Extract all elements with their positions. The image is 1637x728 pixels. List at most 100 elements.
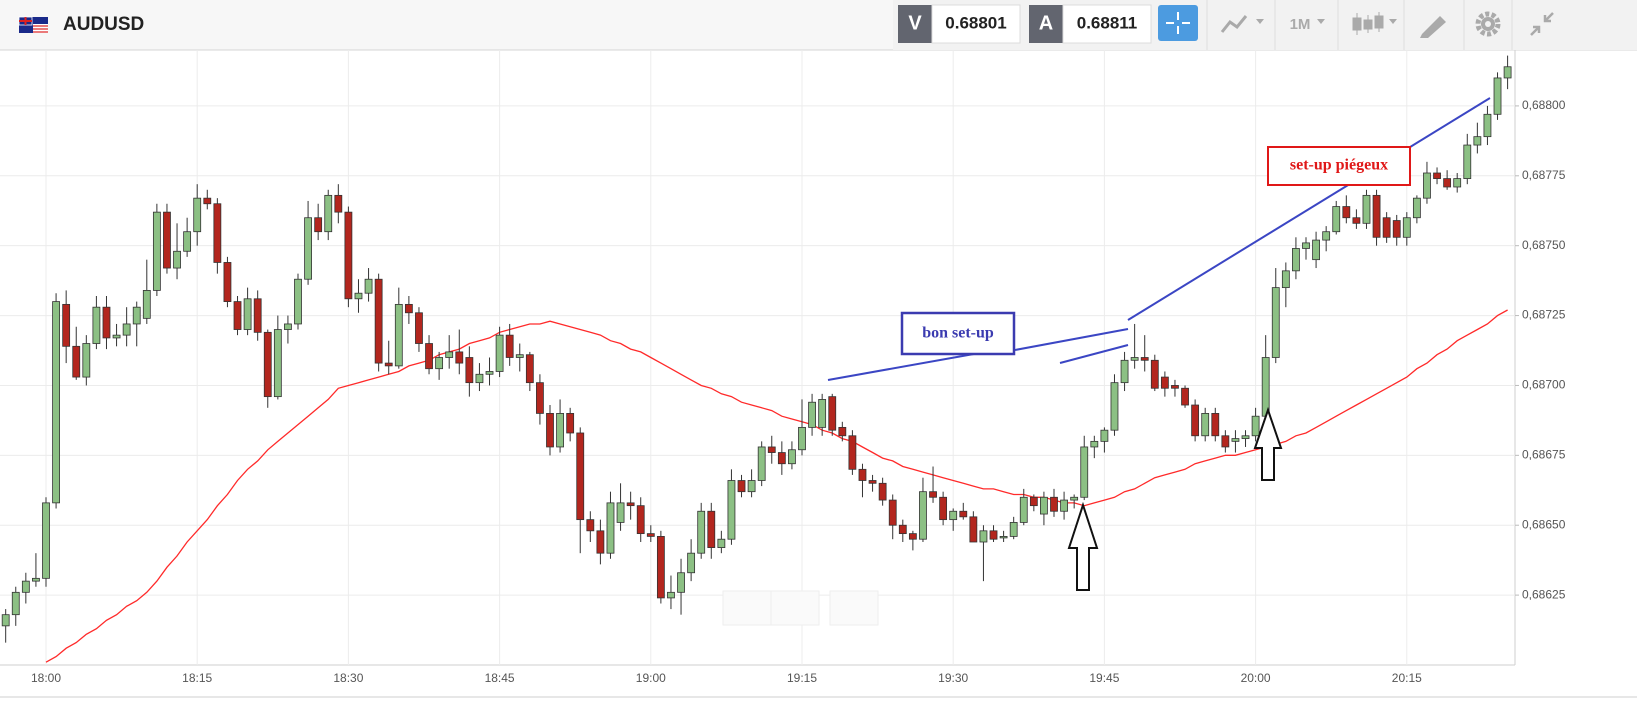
chart-type-button[interactable] (1220, 15, 1264, 33)
sell-price: 0.68801 (945, 13, 1006, 32)
candle-body (546, 413, 554, 448)
candle-body (1473, 136, 1482, 146)
candle-body (1140, 357, 1149, 361)
x-tick-label: 18:45 (485, 671, 515, 685)
crosshair-button[interactable] (1158, 5, 1198, 41)
candle-body (223, 262, 232, 302)
candle-body (868, 480, 877, 484)
candle-body (1503, 66, 1512, 79)
candle-body (21, 580, 30, 593)
candles-button[interactable] (1352, 12, 1397, 35)
candle-body (636, 505, 645, 535)
candle-body (142, 290, 151, 319)
candle-body (122, 323, 131, 336)
candle-body (1412, 197, 1421, 219)
candle-body (747, 480, 756, 493)
candle-body (1392, 220, 1401, 238)
y-tick-label: 0,68650 (1522, 517, 1566, 531)
candle-body (1483, 113, 1492, 138)
symbol: AUDUSD (63, 14, 144, 35)
candle-body (52, 301, 60, 504)
candle-body (697, 510, 706, 554)
candle-body (828, 396, 837, 431)
candle-body (425, 343, 433, 370)
candle-body (132, 306, 141, 325)
buy-button[interactable]: A 0.68811 (1029, 4, 1152, 44)
candle-body (495, 334, 504, 372)
candle-body (253, 298, 262, 333)
candle-body (606, 502, 615, 554)
annotation-box: bon set-up (900, 311, 1016, 356)
sell-button[interactable]: V 0.68801 (898, 4, 1021, 44)
annotation: set-up piégeux (1290, 157, 1388, 174)
candle-body (616, 502, 625, 523)
candle-body (1019, 496, 1028, 523)
candle-body (1463, 144, 1472, 179)
candle-body (314, 217, 323, 233)
candle-body (233, 301, 242, 330)
arrow (1067, 501, 1099, 591)
x-tick-label: 19:30 (938, 671, 968, 685)
candle-body (92, 306, 101, 344)
timeframe: 1M (1290, 16, 1311, 33)
candle-body (1160, 376, 1169, 389)
candle-body (213, 203, 222, 263)
candle-body (62, 303, 71, 347)
candle-body (525, 354, 534, 384)
candle-body (163, 211, 171, 269)
candle-body (1292, 248, 1300, 272)
candle-body (475, 373, 484, 384)
candle-body (294, 278, 302, 325)
candle-body (939, 496, 948, 521)
candle-body (505, 334, 514, 358)
candle-body (1382, 217, 1391, 238)
y-tick-label: 0,68700 (1522, 378, 1566, 392)
candle-body (1171, 385, 1179, 389)
candle-body (1, 614, 10, 627)
candle-body (1060, 499, 1068, 512)
candle-body (888, 499, 897, 526)
candle-body (173, 250, 181, 269)
candle-body (878, 482, 887, 501)
settings-button[interactable] (1475, 11, 1501, 37)
candle-body (1040, 496, 1048, 515)
candle-body (777, 452, 786, 465)
candle-body (737, 480, 746, 493)
collapse-button[interactable] (1530, 12, 1554, 36)
candle-body (72, 345, 81, 378)
candle-body (42, 502, 50, 579)
candle-body (848, 435, 857, 470)
candle-body (898, 524, 907, 535)
candle-body (687, 552, 696, 574)
candle-body (1372, 194, 1381, 238)
candle-body (263, 331, 272, 398)
candle-body (102, 306, 111, 339)
candle-body (364, 278, 373, 294)
candle-body (193, 197, 202, 233)
timeframe-button[interactable]: 1M (1290, 16, 1325, 33)
candle-body (1080, 446, 1089, 498)
candle-body (1221, 435, 1230, 448)
candle-body (656, 536, 665, 599)
candle-body (667, 591, 675, 599)
candle-body (1312, 239, 1320, 261)
candle-body (979, 530, 988, 543)
grid (0, 50, 1519, 665)
candle-body (1402, 217, 1411, 238)
candle-body (384, 362, 393, 367)
candle-body (435, 357, 444, 370)
candle-body (586, 519, 595, 532)
x-tick-label: 19:00 (636, 671, 666, 685)
x-tick-label: 19:45 (1089, 671, 1119, 685)
candle-body (646, 533, 655, 537)
x-tick-label: 20:15 (1392, 671, 1422, 685)
candle-body (112, 334, 121, 339)
draw-button[interactable] (1420, 16, 1446, 38)
annotation-lines (827, 97, 1491, 381)
candle-body (324, 194, 333, 233)
candle-body (919, 491, 927, 540)
x-tick-label: 18:30 (333, 671, 363, 685)
y-tick-label: 0,68725 (1522, 308, 1566, 322)
candle-body (717, 538, 726, 548)
